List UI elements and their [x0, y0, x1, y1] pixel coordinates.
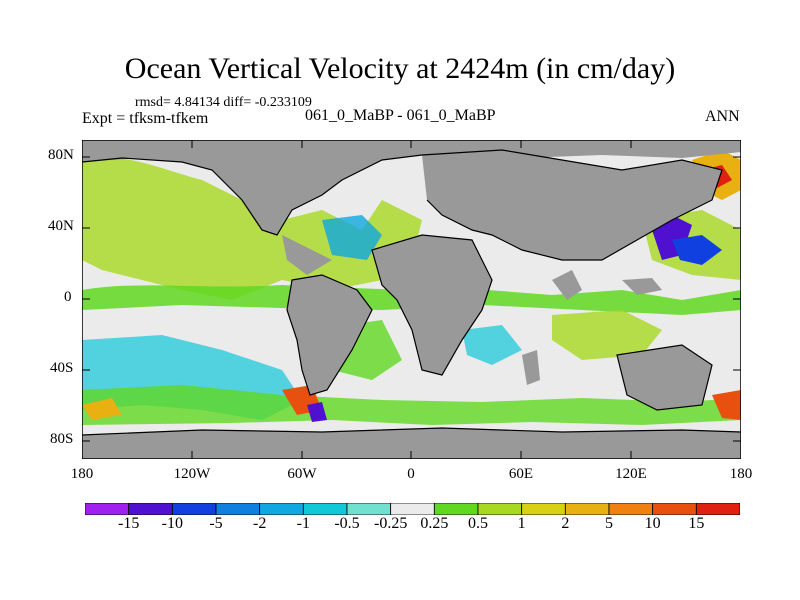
- subtitle-label: 061_0_MaBP - 061_0_MaBP: [305, 107, 496, 124]
- stats-label: rmsd= 4.84134 diff= -0.233109: [135, 95, 312, 110]
- colorbar: [85, 503, 740, 515]
- colorbar-swatch: [302, 503, 348, 515]
- map-panel: [82, 140, 741, 459]
- colorbar-swatch: [85, 503, 130, 515]
- colorbar-swatch: [477, 503, 523, 515]
- season-label: ANN: [705, 108, 740, 125]
- x-tick-label: 0: [407, 466, 415, 482]
- colorbar-swatch: [695, 503, 740, 515]
- colorbar-label: -1: [296, 515, 310, 532]
- y-tick-label: 40S: [50, 360, 74, 376]
- y-tick-label: 80N: [48, 147, 74, 163]
- colorbar-label: 10: [644, 515, 661, 532]
- experiment-label: Expt = tfksm-tfkem: [82, 110, 209, 127]
- colorbar-swatch: [564, 503, 610, 515]
- coastlines: [82, 149, 741, 436]
- y-tick-label: 80S: [50, 431, 74, 447]
- y-tick-label: 0: [64, 289, 72, 305]
- colorbar-swatch: [390, 503, 435, 515]
- colorbar-label: 15: [688, 515, 705, 532]
- colorbar-swatch: [433, 503, 479, 515]
- land-masses: [82, 140, 741, 459]
- colorbar-swatch: [608, 503, 654, 515]
- colorbar-swatch: [171, 503, 217, 515]
- colorbar-swatch: [128, 503, 173, 515]
- plot-title: Ocean Vertical Velocity at 2424m (in cm/…: [124, 52, 676, 85]
- colorbar-label: -0.5: [334, 515, 360, 532]
- x-tick-label: 60W: [287, 466, 317, 482]
- x-tick-label: 60E: [508, 466, 534, 482]
- colorbar-label: 1: [517, 515, 526, 532]
- colorbar-label: -0.25: [373, 515, 408, 532]
- colorbar-label: -15: [117, 515, 140, 532]
- colorbar-swatch: [346, 503, 392, 515]
- colorbar-label: -5: [209, 515, 223, 532]
- colorbar-label: 0.5: [468, 515, 488, 532]
- colorbar-swatch: [652, 503, 697, 515]
- axis-ticks: [82, 140, 741, 459]
- colorbar-label: -2: [252, 515, 267, 532]
- colorbar-label: 0.25: [420, 515, 449, 532]
- x-tick-label: 180: [729, 466, 753, 482]
- colorbar-swatch: [521, 503, 566, 515]
- y-tick-label: 40N: [48, 218, 74, 234]
- colorbar-label: 2: [561, 515, 570, 532]
- colorbar-swatch: [259, 503, 304, 515]
- x-tick-label: 120E: [615, 466, 647, 482]
- colorbar-label: 5: [605, 515, 613, 532]
- x-tick-label: 180: [70, 466, 94, 482]
- colorbar-label: -10: [161, 515, 183, 532]
- colorbar-swatch: [215, 503, 261, 515]
- x-tick-label: 120W: [173, 466, 211, 482]
